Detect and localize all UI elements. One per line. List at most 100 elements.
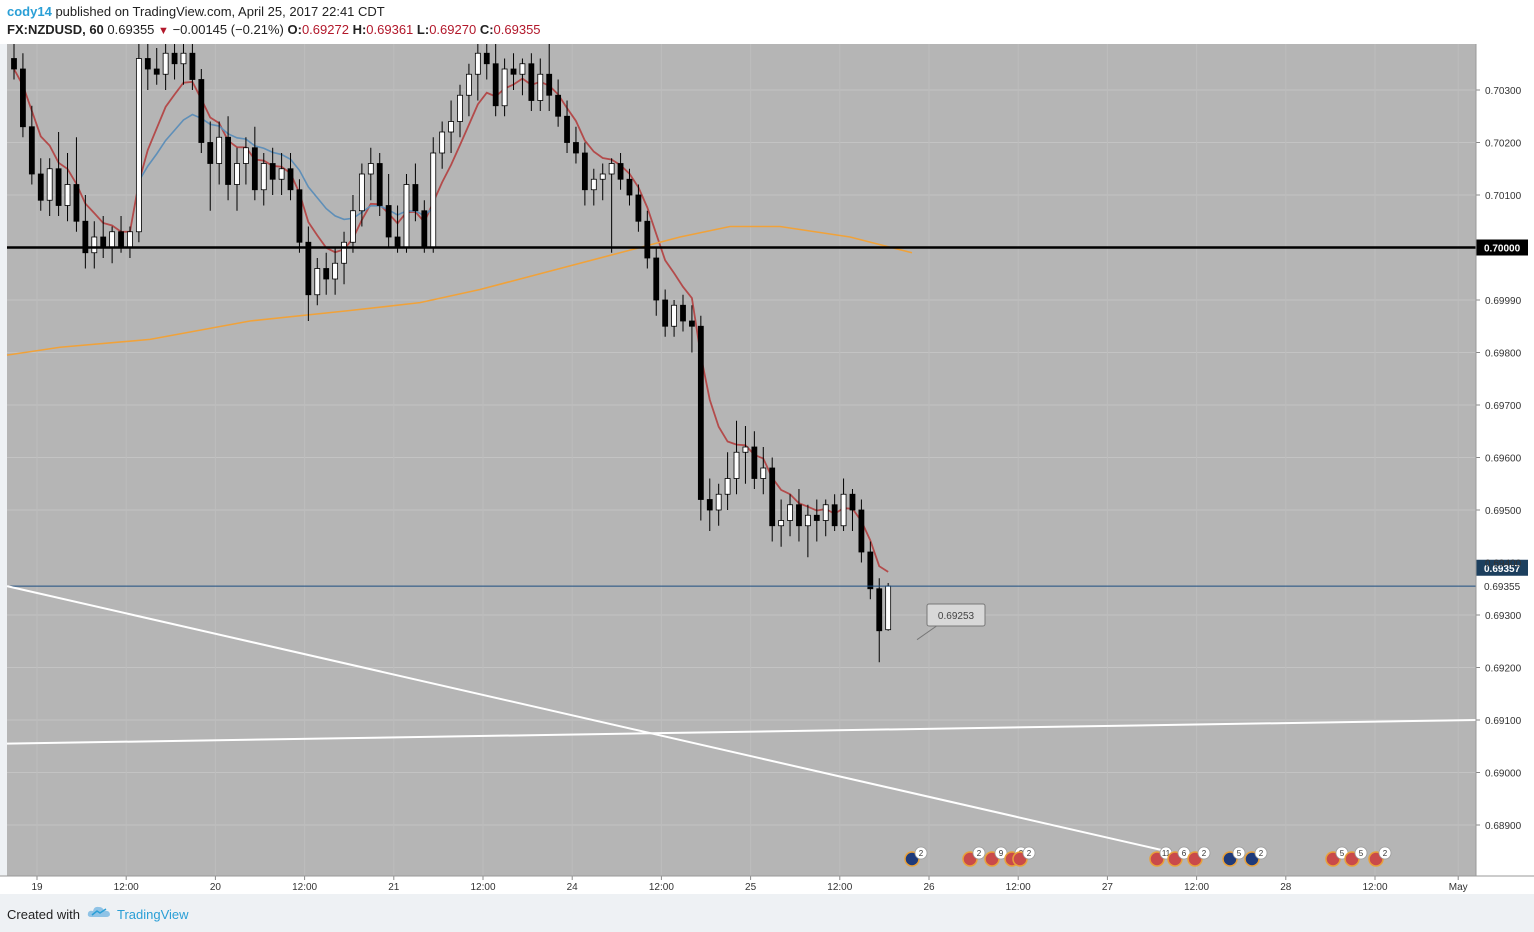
bull-candle [46,168,53,201]
event-count-badge [972,846,986,860]
drawing-overlays: 0.70000 0.69357 0.69355 0.69253 [6,239,1528,858]
bear-candle [573,142,579,154]
y-tick-label: 0.68900 [1485,821,1522,832]
bear-candle [376,163,383,206]
bull-candle [760,467,767,479]
y-tick-label: 0.69700 [1485,401,1522,412]
last-price-badge [1476,559,1528,576]
bull-candle [91,236,98,254]
y-tick-label: 0.69100 [1485,716,1522,727]
x-tick-label: 12:00 [827,882,852,893]
x-tick-label: 12:00 [470,882,495,893]
event-count-label: 2 [1202,849,1207,858]
event-count-badge [1354,846,1368,860]
y-tick-label: 0.70100 [1485,191,1522,202]
tradingview-cloud-icon[interactable] [87,905,111,919]
event-count-label: 2 [977,849,982,858]
x-tick-label: 24 [567,882,579,893]
bear-candle [564,115,570,143]
bear-candle [118,231,124,248]
bull-candle [804,514,811,527]
bear-candle [796,504,802,527]
bull-candle [590,178,597,191]
bear-candle [287,168,294,191]
bull-candle [466,73,472,96]
current-price-badge [1477,579,1528,594]
bear-candle [269,163,276,180]
author-name[interactable]: cody14 [7,4,52,19]
bear-candle [421,210,428,248]
symbol-line: FX:NZDUSD, 60 0.69355 ▼ −0.00145 (−0.21%… [7,22,541,37]
x-tick-label: 12:00 [292,882,317,893]
bear-candle [28,126,35,175]
x-tick-label: 12:00 [114,882,139,893]
price-scale: 0.70300 0.70200 0.70100 0.69990 0.69800 0.697… [1475,44,1522,876]
rising-trend-line [6,719,1477,745]
bear-candle [251,147,258,191]
bull-candle [64,184,71,206]
y-tick-label: 0.69300 [1485,611,1522,622]
bull-candle [135,58,142,233]
bear-candle [626,178,633,196]
x-tick-label: 27 [1102,882,1114,893]
bull-candle [519,63,526,75]
bear-candle [100,236,107,248]
callout-pointer [916,624,939,641]
footer: Created with TradingView [0,894,1534,932]
y-tick-label: 0.69500 [1485,506,1522,517]
bear-candle [581,152,588,191]
bull-candle [608,163,615,175]
bull-candle [314,268,321,296]
bull-candle [537,73,544,101]
bull-candle [671,304,677,327]
chart-header: cody14 published on TradingView.com, Apr… [0,0,1534,44]
event-count-label: 2 [1259,849,1264,858]
bear-candle [751,446,758,479]
event-count-label: 5 [1237,849,1242,858]
support-price-label: 0.70000 [1484,244,1521,255]
bull-candle [278,168,285,180]
bull-candle [109,231,116,248]
bull-candle [885,585,892,631]
created-with-label: Created with [7,907,80,922]
x-tick-label: 26 [923,882,935,893]
time-axis[interactable] [0,876,1534,894]
bull-candle [430,152,437,248]
high-label: H: [352,22,367,37]
bear-candle [555,94,562,117]
bull-candle [822,504,829,521]
bear-candle [689,320,695,327]
y-tick-label: 0.69800 [1485,349,1522,360]
fast-ema-line [13,68,889,573]
bear-candle [296,189,303,243]
x-tick-label: May [1449,882,1468,893]
bull-candle [180,52,187,65]
bull-candle [162,52,169,75]
price-change: −0.00145 (−0.21%) [172,22,284,37]
bear-candle [73,184,80,222]
candlesticks [11,44,892,663]
high-value: 0.69361 [366,22,414,37]
bear-candle [385,205,392,238]
bear-candle [305,241,312,296]
bull-candle [474,52,481,75]
close-value: 0.69355 [493,22,541,37]
x-tick-label: 25 [745,882,757,893]
moving-averages [6,68,913,573]
bear-candle [546,73,553,96]
tradingview-link[interactable]: TradingView [117,907,189,922]
price-axis[interactable] [1476,44,1534,876]
plot-background [7,44,1476,876]
bear-candle [82,220,89,254]
bull-candle [234,163,240,185]
event-count-label: 11 [1162,849,1171,858]
current-price-label: 0.69355 [1484,582,1521,593]
long-ma-line [6,225,913,356]
event-count-badge [1197,846,1211,860]
bull-candle [724,478,731,495]
event-count-label: 6 [1182,849,1187,858]
bull-candle [457,94,463,122]
bear-candle [189,52,196,80]
bear-candle [225,136,231,185]
